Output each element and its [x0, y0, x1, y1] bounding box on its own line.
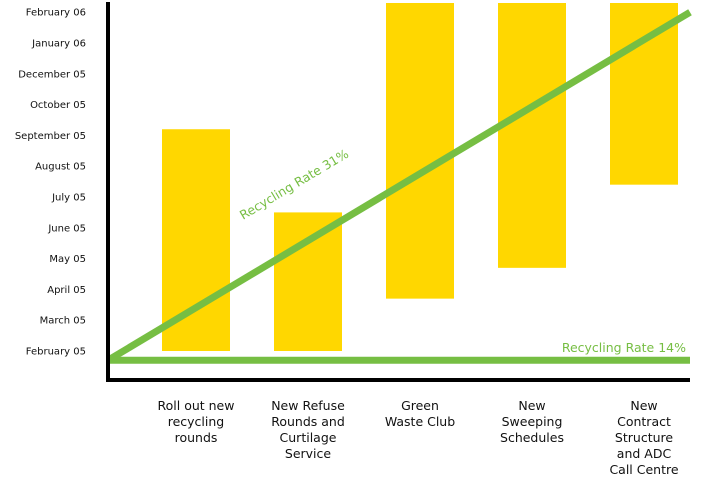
y-axis-labels: February 05 March 05 April 05 May 05 June 05…: [15, 8, 86, 358]
bar: [386, 3, 454, 299]
x-category-label-line: Rounds and: [271, 414, 345, 429]
x-category-label-line: Service: [284, 446, 332, 461]
x-category-label-line: recycling: [167, 414, 225, 429]
x-category-label-line: New: [518, 398, 546, 413]
y-tick-label: September 05: [15, 131, 86, 142]
x-category-label: New Contract Structure and ADC Call Centre: [586, 398, 702, 478]
x-category-label-line: Call Centre: [609, 462, 679, 477]
trend-lines: [106, 9, 692, 364]
x-category-label-line: Waste Club: [384, 414, 456, 429]
y-tick-label: March 05: [40, 316, 86, 327]
x-category-label-line: New Refuse: [271, 398, 345, 413]
x-category-label-line: Green: [401, 398, 439, 413]
x-category-label: Green Waste Club: [362, 398, 478, 430]
recycling-rate-31-label: Recycling Rate 31%: [237, 146, 351, 223]
x-category-label-line: Roll out new: [157, 398, 235, 413]
x-category-label-line: Schedules: [500, 430, 564, 445]
bar: [274, 212, 342, 351]
x-category-label: New Refuse Rounds and Curtilage Service: [250, 398, 366, 462]
x-category-label-line: Sweeping: [501, 414, 563, 429]
bar: [610, 3, 678, 185]
y-tick-label: October 05: [30, 100, 86, 111]
x-category-label: Roll out new recycling rounds: [138, 398, 254, 446]
y-tick-label: December 05: [18, 69, 86, 80]
x-category-label-line: rounds: [174, 430, 218, 445]
x-category-label-line: New: [630, 398, 658, 413]
x-category-label-line: Structure: [614, 430, 674, 445]
y-tick-label: July 05: [51, 193, 86, 204]
y-tick-label: August 05: [35, 162, 86, 173]
x-category-label-line: Contract: [617, 414, 671, 429]
bars: [162, 3, 678, 351]
bar: [498, 3, 566, 268]
bar: [162, 129, 230, 351]
y-tick-label: April 05: [47, 285, 86, 296]
x-category-label-line: Curtilage: [279, 430, 337, 445]
y-tick-label: May 05: [49, 254, 86, 265]
y-tick-label: January 06: [31, 39, 86, 50]
recycling-rate-14-label: Recycling Rate 14%: [562, 340, 686, 355]
y-tick-label: June 05: [47, 223, 86, 234]
y-tick-label: February 06: [26, 8, 86, 19]
trend-line: [106, 9, 692, 364]
y-tick-label: February 05: [26, 347, 86, 358]
x-category-label: New Sweeping Schedules: [474, 398, 590, 446]
x-category-label-line: and ADC: [616, 446, 672, 461]
